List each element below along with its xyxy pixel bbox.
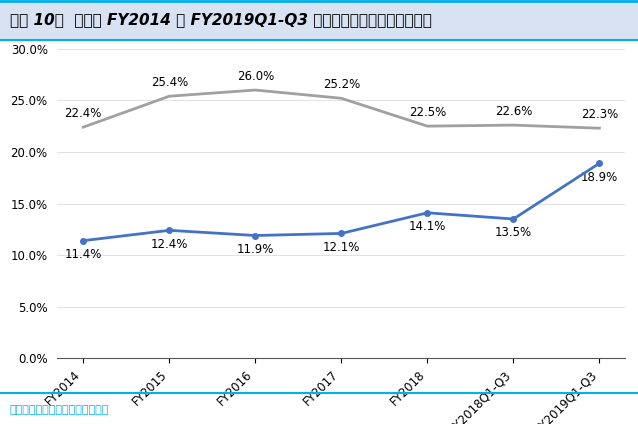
Text: 18.9%: 18.9% xyxy=(581,170,618,184)
Text: 图表 10：  好未来 FY2014 至 FY2019Q1-Q3 销售费用率及管理费用率情况: 图表 10： 好未来 FY2014 至 FY2019Q1-Q3 销售费用率及管理… xyxy=(10,13,431,28)
Text: 14.1%: 14.1% xyxy=(409,220,446,233)
Text: 12.1%: 12.1% xyxy=(323,241,360,254)
Text: 22.3%: 22.3% xyxy=(581,108,618,121)
Text: 22.5%: 22.5% xyxy=(409,106,446,119)
Text: 26.0%: 26.0% xyxy=(237,70,274,83)
Text: 11.4%: 11.4% xyxy=(64,248,102,261)
Text: 来源：公司公告，国金证券研究所: 来源：公司公告，国金证券研究所 xyxy=(10,405,109,416)
Text: 12.4%: 12.4% xyxy=(151,237,188,251)
Text: 22.4%: 22.4% xyxy=(64,107,102,120)
Text: 11.9%: 11.9% xyxy=(237,243,274,256)
Text: 13.5%: 13.5% xyxy=(495,226,532,239)
Text: 22.6%: 22.6% xyxy=(494,105,532,118)
Text: 25.2%: 25.2% xyxy=(323,78,360,91)
Text: 25.4%: 25.4% xyxy=(151,76,188,89)
